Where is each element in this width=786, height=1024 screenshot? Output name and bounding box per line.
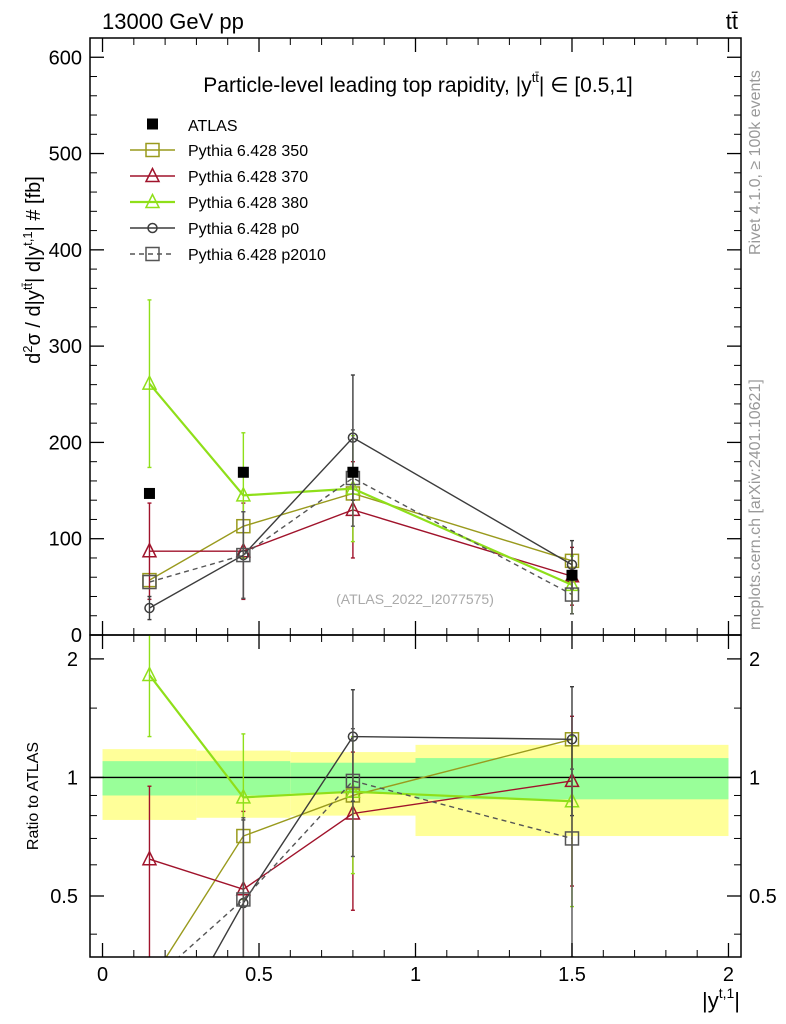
- rivet-version-label: Rivet 4.1.0, ≥ 100k events: [747, 70, 764, 255]
- legend-marker: [145, 142, 160, 158]
- ratio-point: [345, 773, 361, 789]
- main-panel: 0 100 200 300 400 500 600 Particle-level leadi…: [20, 37, 742, 647]
- x-tick-label: 0.5: [245, 964, 273, 986]
- ratio-series-group: [90, 635, 741, 990]
- series-line: [149, 436, 573, 609]
- ratio-line: [165, 738, 573, 957]
- legend: ATLAS Pythia 6.428 350 Pythia 6.428 370 Pyt…: [130, 118, 326, 264]
- x-tick-label: 1.5: [558, 964, 586, 986]
- y-tick-label: 300: [49, 336, 82, 358]
- analysis-watermark: (ATLAS_2022_I2077575): [336, 591, 494, 607]
- y-tick-label: 500: [49, 144, 82, 166]
- y-tick-label: 600: [49, 47, 82, 69]
- main-plot-area: [141, 299, 580, 621]
- y-tick-label: 0: [71, 625, 82, 647]
- ratio-axes: 0.5 0.5 1 1 2 2 0 0.5 1 1.5 2: [50, 635, 777, 986]
- mcplots-label: mcplots.cern.ch [arXiv:2401.10621]: [747, 379, 764, 630]
- y-tick-label: 200: [49, 432, 82, 454]
- atlas-point: [237, 466, 249, 478]
- data-point: [144, 602, 155, 614]
- ratio-point: [143, 977, 156, 990]
- ratio-y-label: Ratio to ATLAS: [25, 742, 42, 850]
- data-point: [141, 374, 158, 390]
- atlas-point: [566, 569, 578, 581]
- series-pythia-6-428-p0: [144, 374, 578, 621]
- legend-marker: [147, 222, 158, 234]
- collision-label: 13000 GeV pp: [102, 9, 244, 34]
- ratio-point: [235, 788, 252, 804]
- ratio-y-tick-label-right: 0.5: [749, 886, 777, 908]
- series-line: [149, 492, 573, 581]
- x-tick-label: 2: [723, 964, 734, 986]
- ratio-point: [143, 977, 156, 990]
- y-tick-label: 100: [49, 529, 82, 551]
- data-point: [142, 574, 157, 590]
- ratio-line: [177, 780, 573, 957]
- legend-marker: [144, 192, 161, 209]
- ratio-line: [212, 735, 572, 957]
- ratio-point: [141, 850, 158, 866]
- legend-label: Pythia 6.428 p0: [188, 221, 299, 238]
- ratio-panel: 0.5 0.5 1 1 2 2 0 0.5 1 1.5 2 Ratio to ATLAS |yt,1…: [25, 634, 777, 1013]
- data-point: [235, 486, 252, 502]
- data-point: [141, 542, 158, 558]
- legend-marker: [144, 166, 161, 183]
- data-point: [564, 587, 580, 602]
- series-pythia-6-428-p2010: [142, 429, 580, 615]
- legend-label: Pythia 6.428 380: [188, 195, 308, 212]
- process-label: tt̄: [726, 9, 738, 34]
- data-point: [236, 547, 251, 563]
- series-line: [148, 382, 573, 586]
- data-point: [566, 559, 578, 570]
- ratio-plot-area: [90, 635, 741, 990]
- ratio-y-tick-label: 0.5: [50, 886, 78, 908]
- main-y-label: d2σ / d|ytt̄| d|yt,1| # [fb]: [20, 176, 45, 364]
- series-pythia-6-428-370: [141, 460, 580, 606]
- x-tick-label: 1: [410, 964, 421, 986]
- ratio-point: [566, 734, 578, 745]
- legend-marker-atlas: [147, 118, 158, 130]
- ratio-point: [564, 831, 580, 846]
- series-line: [149, 477, 573, 596]
- legend-label: ATLAS: [188, 118, 238, 135]
- legend-label: Pythia 6.428 350: [188, 143, 308, 160]
- atlas-point: [143, 487, 155, 499]
- main-series-group: [141, 299, 580, 621]
- ratio-line: [148, 674, 573, 803]
- main-y-axis: 0 100 200 300 400 500 600: [49, 38, 741, 647]
- legend-label: Pythia 6.428 p2010: [188, 247, 326, 264]
- ratio-y-tick-label-right: 2: [749, 649, 760, 671]
- y-tick-label: 400: [49, 240, 82, 262]
- x-axis-label: |yt,1|: [702, 985, 740, 1013]
- legend-marker: [145, 246, 160, 262]
- ratio-series-pythia-6-428-p2010: [143, 727, 580, 990]
- series-pythia-6-428-350: [142, 486, 580, 588]
- series-atlas: [143, 466, 578, 581]
- chart-title: Particle-level leading top rapidity, |yt…: [203, 70, 632, 97]
- series-pythia-6-428-380: [141, 299, 580, 615]
- x-tick-label: 0: [97, 964, 108, 986]
- svg-text:d2σ / d|ytt̄| d|yt,1| # [fb]: d2σ / d|ytt̄| d|yt,1| # [fb]: [20, 176, 45, 364]
- legend-label: Pythia 6.428 370: [188, 169, 308, 186]
- atlas-point: [347, 466, 359, 478]
- series-line: [149, 509, 573, 577]
- ratio-series-pythia-6-428-p0: [212, 685, 578, 957]
- ratio-y-tick-label-right: 1: [749, 767, 760, 789]
- ratio-y-tick-label: 2: [67, 649, 78, 671]
- ratio-point: [236, 892, 251, 907]
- ratio-y-tick-label: 1: [67, 767, 78, 789]
- ratio-point: [141, 665, 158, 682]
